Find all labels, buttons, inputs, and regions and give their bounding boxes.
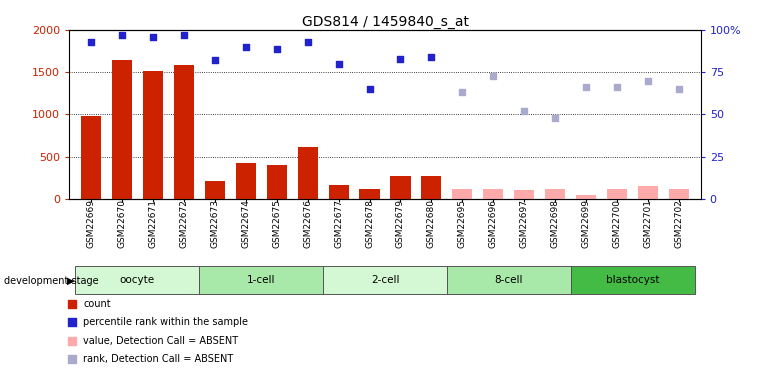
Text: 2-cell: 2-cell: [370, 275, 400, 285]
Point: [487, 73, 500, 79]
Bar: [142, 71, 163, 199]
Point: [407, 54, 420, 60]
Text: GSM22679: GSM22679: [396, 199, 405, 248]
Text: oocyte: oocyte: [120, 275, 155, 285]
Text: GSM22671: GSM22671: [149, 199, 157, 248]
Text: ▶: ▶: [67, 276, 75, 285]
Text: GSM22675: GSM22675: [272, 199, 281, 248]
Title: GDS814 / 1459840_s_at: GDS814 / 1459840_s_at: [302, 15, 468, 29]
Bar: [81, 116, 101, 199]
Text: GSM22674: GSM22674: [241, 199, 250, 248]
Bar: [174, 65, 194, 199]
Bar: [236, 164, 256, 199]
Text: development stage: development stage: [4, 276, 99, 285]
Text: GSM22700: GSM22700: [613, 199, 621, 248]
Bar: [421, 176, 441, 199]
Text: count: count: [83, 298, 111, 309]
Bar: [112, 60, 132, 199]
Point: [85, 39, 97, 45]
Text: blastocyst: blastocyst: [606, 275, 659, 285]
Bar: [607, 189, 628, 199]
Text: GSM22677: GSM22677: [334, 199, 343, 248]
Point: [363, 86, 376, 92]
Text: GSM22702: GSM22702: [675, 199, 684, 248]
Bar: [323, 266, 447, 294]
Bar: [199, 266, 323, 294]
Point: [147, 34, 159, 40]
Point: [209, 57, 221, 63]
Point: [456, 90, 468, 96]
Point: [394, 56, 407, 62]
Text: GSM22695: GSM22695: [458, 199, 467, 248]
Text: GSM22676: GSM22676: [303, 199, 312, 248]
Text: percentile rank within the sample: percentile rank within the sample: [83, 317, 248, 327]
Text: rank, Detection Call = ABSENT: rank, Detection Call = ABSENT: [83, 354, 233, 364]
Point: [518, 108, 531, 114]
Point: [673, 86, 685, 92]
Bar: [545, 189, 565, 199]
Text: GSM22696: GSM22696: [489, 199, 498, 248]
Bar: [329, 185, 349, 199]
Text: GSM22669: GSM22669: [86, 199, 95, 248]
Bar: [447, 266, 571, 294]
Text: GSM22670: GSM22670: [117, 199, 126, 248]
Bar: [205, 181, 225, 199]
Text: 8-cell: 8-cell: [494, 275, 523, 285]
Bar: [75, 266, 199, 294]
Bar: [390, 176, 410, 199]
Point: [580, 84, 592, 90]
Bar: [514, 190, 534, 199]
Text: GSM22699: GSM22699: [581, 199, 591, 248]
Text: GSM22698: GSM22698: [551, 199, 560, 248]
Bar: [638, 186, 658, 199]
Bar: [484, 189, 504, 199]
Bar: [669, 189, 689, 199]
Text: 1-cell: 1-cell: [247, 275, 276, 285]
Text: GSM22697: GSM22697: [520, 199, 529, 248]
Point: [425, 54, 437, 60]
Point: [116, 32, 128, 38]
Bar: [452, 189, 473, 199]
Bar: [360, 189, 380, 199]
Point: [549, 115, 561, 121]
Text: GSM22680: GSM22680: [427, 199, 436, 248]
Point: [270, 46, 283, 52]
Text: GSM22672: GSM22672: [179, 199, 189, 248]
Point: [407, 222, 420, 228]
Point: [611, 84, 623, 90]
Text: GSM22701: GSM22701: [644, 199, 653, 248]
Bar: [266, 165, 286, 199]
Bar: [297, 147, 318, 199]
Text: GSM22673: GSM22673: [210, 199, 219, 248]
Point: [302, 39, 314, 45]
Point: [333, 61, 345, 67]
Bar: [576, 195, 596, 199]
Point: [642, 78, 654, 84]
Text: GSM22678: GSM22678: [365, 199, 374, 248]
Point: [239, 44, 252, 50]
Text: value, Detection Call = ABSENT: value, Detection Call = ABSENT: [83, 336, 239, 346]
Point: [178, 32, 190, 38]
Bar: [571, 266, 695, 294]
